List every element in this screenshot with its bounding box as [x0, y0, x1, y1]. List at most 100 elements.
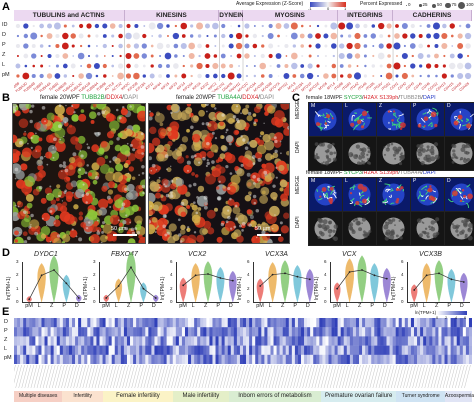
merge-image: Z: [376, 102, 411, 137]
stage-label: L: [345, 178, 348, 184]
gene-label: DYNC1H1: [210, 82, 225, 92]
percent-legend-tick: 0: [408, 2, 411, 7]
heatmap-cell: [282, 327, 286, 337]
heatmap-cell: [17, 318, 21, 328]
x-tick-label: D: [74, 303, 79, 309]
heatmap-cell: [41, 354, 45, 364]
heatmap-cell: [398, 318, 402, 328]
heatmap-cell: [282, 336, 286, 346]
heatmap-cell: [99, 354, 103, 364]
dot: [300, 44, 304, 48]
heatmap-cell: [380, 327, 384, 337]
heatmap-row-label: L: [4, 346, 8, 352]
heatmap-cell: [227, 354, 231, 364]
heatmap-cell: [359, 318, 363, 328]
heatmap-cell: [343, 345, 348, 355]
dapi-image: [410, 136, 445, 171]
heatmap-cell: [93, 336, 97, 346]
heatmap-cell: [435, 345, 439, 355]
heatmap-cell: [264, 336, 268, 346]
y-tick-label: 4: [170, 272, 173, 278]
gene-label: ACTG2: [110, 82, 123, 92]
dot: [77, 52, 85, 60]
heatmap-cell: [352, 354, 357, 364]
heatmap-cell: [447, 336, 451, 346]
dot: [433, 32, 440, 40]
heatmap-cell: [191, 345, 195, 355]
heatmap-cell: [117, 327, 122, 337]
heatmap-cell: [120, 354, 125, 364]
dot: [246, 65, 248, 67]
y-tick-label: 4: [401, 272, 404, 278]
dot: [253, 54, 256, 58]
heatmap-cell: [410, 345, 415, 355]
dot: [354, 42, 361, 50]
dot: [370, 33, 377, 39]
heatmap-cell: [343, 327, 348, 337]
heatmap-cell: [334, 318, 338, 328]
heatmap-cell: [304, 354, 308, 364]
dot: [259, 62, 267, 70]
heatmap-cell: [325, 345, 329, 355]
heatmap-cell: [429, 318, 433, 328]
heatmap-cell: [301, 345, 305, 355]
dot: [441, 42, 448, 50]
x-tick-label: D: [228, 303, 233, 309]
gene-label: MYO6: [318, 82, 328, 92]
heatmap-cell: [377, 327, 381, 337]
dot: [94, 23, 100, 29]
dot: [401, 52, 408, 60]
heatmap-cell: [87, 336, 91, 346]
heatmap-cell: [72, 318, 76, 328]
dot: [464, 72, 472, 80]
dot: [275, 53, 282, 59]
heatmap-cell: [47, 345, 51, 355]
heatmap-cell: [236, 336, 241, 346]
heatmap-cell: [23, 345, 27, 355]
dot: [244, 43, 250, 49]
dot: [111, 54, 114, 58]
mean-point: [373, 274, 376, 277]
heatmap-cell: [126, 327, 131, 337]
heatmap-cell: [270, 345, 274, 355]
y-tick-label: 2: [324, 285, 327, 291]
heatmap-cell: [365, 345, 369, 355]
heatmap-cell: [181, 318, 186, 328]
dot: [402, 33, 408, 39]
heatmap-cell: [114, 327, 119, 337]
scale-bar-label: 50 µm: [111, 226, 127, 232]
dot: [332, 54, 335, 58]
heatmap-cell: [105, 354, 109, 364]
heatmap-cell: [279, 336, 283, 346]
heatmap-cell: [203, 345, 207, 355]
dapi-image: [308, 211, 343, 246]
heatmap-cell: [32, 354, 36, 364]
mean-point: [385, 277, 388, 280]
heatmap-cell: [154, 336, 158, 346]
heatmap-cell: [184, 318, 189, 328]
x-tick-label: Z: [50, 303, 54, 309]
heatmap-cell: [53, 327, 57, 337]
x-tick-label: Z: [435, 303, 439, 309]
dot: [30, 32, 38, 40]
heatmap-row-label: P: [4, 328, 8, 334]
mean-point: [259, 285, 262, 287]
heatmap-cell: [50, 345, 54, 355]
dot: [156, 42, 164, 50]
dapi-image: [444, 211, 474, 246]
violin-title: FBXO47: [111, 251, 138, 258]
heatmap-cell: [32, 327, 36, 337]
dot: [245, 74, 249, 78]
dot: [213, 54, 218, 58]
x-tick-label: D: [459, 303, 464, 309]
heatmap-cell: [221, 336, 225, 346]
heatmap-cell: [243, 318, 247, 328]
panel-label-d: D: [2, 247, 10, 259]
dot: [220, 53, 226, 59]
dot: [102, 23, 108, 29]
heatmap-cell: [175, 354, 180, 364]
dot: [55, 33, 60, 39]
mean-point: [65, 282, 68, 285]
heatmap-cell: [255, 345, 259, 355]
heatmap-cell: [14, 327, 18, 337]
